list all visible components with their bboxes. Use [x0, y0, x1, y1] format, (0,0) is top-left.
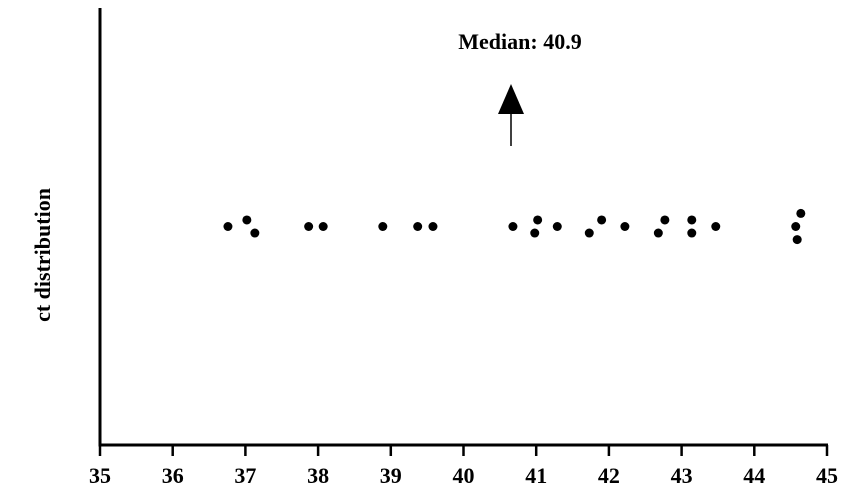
point	[242, 215, 252, 225]
point	[552, 222, 562, 231]
x-tick-label: 39	[380, 463, 402, 488]
point	[378, 222, 388, 231]
point	[597, 215, 607, 225]
point	[796, 208, 806, 218]
point	[687, 228, 697, 238]
x-tick-label: 38	[307, 463, 329, 488]
point	[250, 228, 260, 238]
annotation: Median: 40.9	[458, 29, 581, 54]
point	[792, 235, 802, 245]
point	[530, 228, 540, 238]
point	[508, 222, 518, 231]
x-tick-label: 36	[162, 463, 184, 488]
x-tick-label: 43	[671, 463, 693, 488]
point	[660, 215, 670, 225]
point	[653, 228, 663, 238]
point	[223, 222, 233, 231]
point	[687, 215, 697, 225]
x-tick-label: 44	[743, 463, 765, 488]
x-tick-label: 37	[234, 463, 256, 488]
point	[304, 222, 314, 231]
x-tick-label: 45	[816, 463, 838, 488]
x-tick-label: 40	[453, 463, 475, 488]
y-axis-label: ct distribution	[30, 188, 55, 322]
point	[711, 222, 721, 231]
x-tick-label: 41	[525, 463, 547, 488]
point	[791, 222, 801, 231]
x-tick-label: 42	[598, 463, 620, 488]
point	[428, 222, 438, 231]
point	[584, 228, 594, 238]
point	[533, 215, 543, 225]
point	[318, 222, 328, 231]
point	[413, 222, 423, 231]
point	[620, 222, 630, 231]
annotation-arrow-head	[498, 84, 524, 114]
x-tick-label: 35	[89, 463, 111, 488]
